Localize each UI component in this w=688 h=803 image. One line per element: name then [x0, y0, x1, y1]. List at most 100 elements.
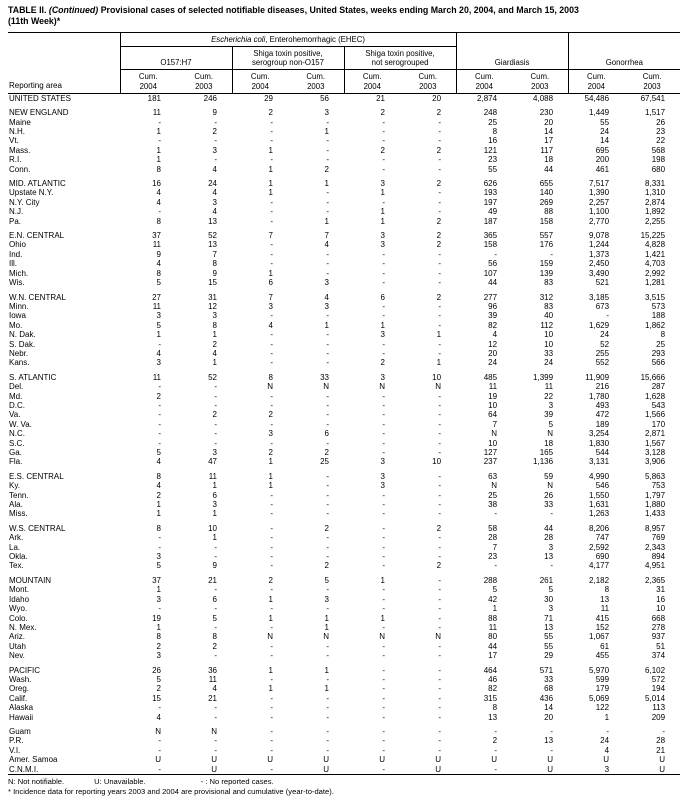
value-cell: 572	[651, 674, 666, 684]
value-cell: -	[214, 604, 217, 614]
region-row: MOUNTAIN 37 21 2 5 1 - 288 261 2,182 2,365	[8, 576, 680, 585]
value-cell: 1	[156, 585, 161, 595]
value-cell: -	[382, 693, 385, 703]
value-cell: -	[382, 500, 385, 510]
value-cell: -	[214, 438, 217, 448]
value-cell: 52	[208, 372, 217, 382]
value-cell: -	[326, 339, 329, 349]
state-row: Nev. 3 - - - - - 17 29 455 374	[8, 651, 680, 660]
value-cell: 17	[544, 136, 554, 146]
value-cell: -	[606, 726, 610, 736]
value-cell: 3	[548, 400, 554, 410]
value-cell: 46	[488, 674, 498, 684]
value-cell: -	[326, 197, 329, 207]
value-cell: 3	[324, 108, 329, 118]
value-cell: 10	[488, 400, 498, 410]
value-cell: 1	[380, 320, 385, 330]
value-cell: 237	[483, 457, 498, 467]
value-cell: 1,628	[645, 391, 666, 401]
value-cell: -	[438, 736, 442, 746]
reporting-area-cell: Wyo.	[9, 604, 28, 614]
reporting-area-cell: Ga.	[9, 448, 22, 457]
value-cell: 67,541	[640, 93, 666, 103]
value-cell: 8,331	[645, 179, 666, 189]
value-cell: 2	[268, 410, 273, 420]
value-cell: 2	[156, 641, 161, 651]
value-cell: -	[438, 448, 442, 457]
value-cell: -	[438, 117, 442, 127]
value-cell: 12	[208, 301, 217, 311]
value-cell: 8	[212, 320, 217, 330]
value-cell: 24	[600, 127, 610, 136]
value-cell: -	[158, 764, 161, 774]
state-row: Nebr. 4 4 - - - - 20 33 255 293	[8, 349, 680, 358]
value-cell: -	[382, 249, 385, 259]
reporting-area-cell: W.S. CENTRAL	[9, 523, 66, 533]
value-cell: -	[382, 419, 385, 429]
value-cell: 83	[544, 301, 554, 311]
reporting-area-cell: La.	[9, 542, 21, 552]
value-cell: 1	[436, 330, 442, 340]
value-cell: 3	[548, 604, 554, 614]
value-cell: -	[214, 155, 217, 165]
value-cell: 544	[595, 448, 610, 457]
value-cell: -	[270, 197, 273, 207]
value-cell: 3	[156, 594, 161, 604]
state-row: Vt. - - - - - - 16 17 14 22	[8, 136, 680, 145]
value-cell: 3	[380, 240, 385, 250]
value-cell: -	[438, 745, 442, 755]
value-cell: 8	[156, 471, 161, 481]
region-row: E.N. CENTRAL 37 52 7 7 3 2 365 557 9,078 15,225	[8, 231, 680, 240]
value-cell: -	[326, 259, 329, 269]
value-cell: -	[382, 552, 385, 562]
value-cell: 31	[656, 585, 666, 595]
reporting-area-cell: Ariz.	[9, 632, 25, 642]
value-cell: 8	[492, 703, 498, 713]
value-cell: -	[382, 533, 385, 543]
value-cell: 2	[156, 684, 161, 694]
value-cell: -	[214, 585, 217, 595]
value-cell: -	[438, 419, 442, 429]
value-cell: -	[382, 155, 385, 165]
value-cell: -	[382, 438, 385, 448]
value-cell: 1	[156, 330, 161, 340]
value-cell: 315	[483, 693, 498, 703]
value-cell: 4	[156, 457, 161, 467]
state-row: Mich. 8 9 1 - - - 107 139 3,490 2,992	[8, 269, 680, 278]
value-cell: -	[438, 320, 442, 330]
value-cell: 159	[539, 259, 554, 269]
value-cell: 455	[595, 651, 610, 661]
value-cell: 3	[380, 179, 385, 189]
value-cell: 96	[488, 301, 498, 311]
value-cell: 29	[264, 93, 273, 103]
value-cell: 1	[268, 164, 273, 174]
value-cell: 3	[212, 197, 217, 207]
value-cell: 24	[208, 179, 217, 189]
value-cell: 2	[436, 108, 442, 118]
value-cell: 33	[544, 348, 554, 358]
value-cell: 261	[539, 575, 554, 585]
region-row: MID. ATLANTIC 16 24 1 1 3 2 626 655 7,517 8,331	[8, 179, 680, 188]
value-cell: 1,449	[589, 108, 610, 118]
value-cell: 4	[492, 330, 498, 340]
value-cell: 3	[156, 651, 161, 661]
value-cell: 4,990	[589, 471, 610, 481]
value-cell: 1	[324, 613, 329, 623]
value-cell: -	[438, 575, 442, 585]
value-cell: 11	[152, 301, 161, 311]
value-cell: 3	[604, 764, 610, 774]
value-cell: -	[270, 490, 273, 500]
value-cell: -	[438, 585, 442, 595]
state-row: Fla. 4 47 1 25 3 10 237 1,136 3,131 3,906	[8, 457, 680, 466]
value-cell: -	[382, 509, 385, 519]
value-cell: 552	[595, 358, 610, 368]
value-cell: 2,592	[589, 542, 610, 552]
value-cell: -	[158, 438, 161, 448]
o157-h7-header: O157:H7	[119, 46, 232, 71]
reporting-area-cell: Hawaii	[9, 712, 34, 722]
state-row: Mont. 1 - - - - - 5 5 8 31	[8, 585, 680, 594]
value-cell: 3	[212, 448, 217, 457]
value-cell: 10	[208, 523, 217, 533]
reporting-area-cell: Guam	[9, 726, 31, 736]
value-cell: -	[326, 703, 329, 713]
